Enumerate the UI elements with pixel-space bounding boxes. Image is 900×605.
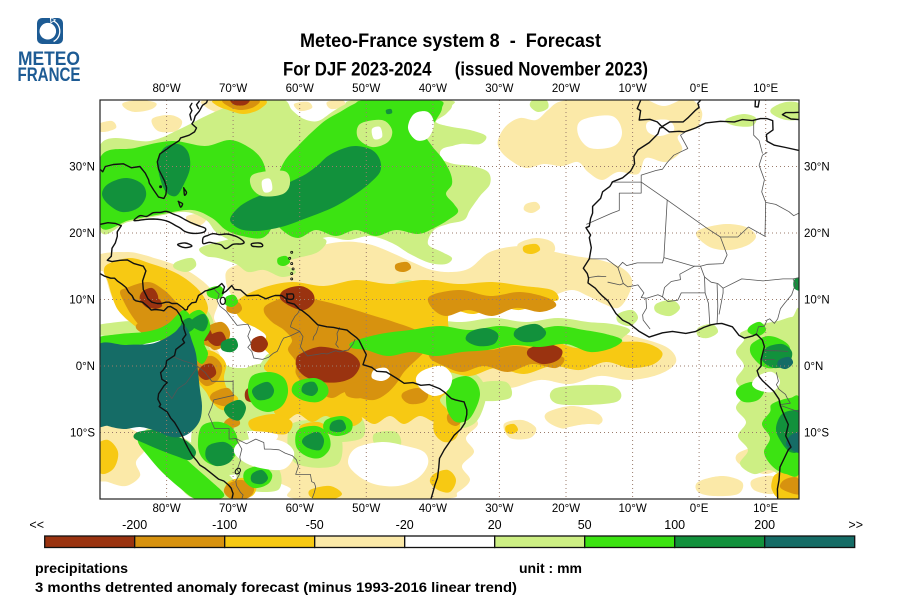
svg-text:0°E: 0°E (690, 83, 709, 95)
svg-text:20°W: 20°W (552, 83, 580, 95)
svg-text:100: 100 (664, 518, 685, 532)
svg-text:>>: >> (848, 518, 863, 532)
svg-text:Meteo-France system 8 - Fore: Meteo-France system 8 - Forecast (300, 31, 602, 52)
svg-text:10°W: 10°W (618, 503, 646, 515)
svg-text:20°W: 20°W (552, 503, 580, 515)
svg-text:30°N: 30°N (69, 162, 95, 174)
svg-text:40°W: 40°W (419, 83, 447, 95)
svg-text:-50: -50 (306, 518, 324, 532)
svg-text:40°W: 40°W (419, 503, 447, 515)
svg-text:FRANCE: FRANCE (18, 65, 81, 86)
svg-text:0°N: 0°N (76, 361, 95, 373)
svg-text:200: 200 (754, 518, 775, 532)
svg-text:10°W: 10°W (618, 83, 646, 95)
svg-text:70°W: 70°W (219, 503, 247, 515)
svg-text:30°N: 30°N (804, 162, 830, 174)
svg-text:10°S: 10°S (70, 428, 95, 440)
svg-text:10°N: 10°N (804, 295, 830, 307)
svg-text:10°S: 10°S (804, 428, 829, 440)
svg-text:60°W: 60°W (286, 83, 314, 95)
svg-text:20°N: 20°N (69, 228, 95, 240)
svg-text:precipitations: precipitations (35, 560, 128, 576)
svg-text:80°W: 80°W (152, 83, 180, 95)
svg-text:<<: << (29, 518, 44, 532)
svg-text:20: 20 (488, 518, 502, 532)
svg-text:unit : mm: unit : mm (519, 560, 582, 576)
svg-text:10°N: 10°N (69, 295, 95, 307)
svg-text:30°W: 30°W (485, 503, 513, 515)
svg-text:80°W: 80°W (152, 503, 180, 515)
svg-text:60°W: 60°W (286, 503, 314, 515)
svg-text:-100: -100 (212, 518, 237, 532)
svg-text:For DJF 2023-2024 (issued: For DJF 2023-2024 (issued November 2023) (283, 60, 648, 81)
svg-text:3 months detrented anomaly for: 3 months detrented anomaly forecast (min… (35, 580, 517, 595)
svg-text:0°N: 0°N (804, 361, 823, 373)
svg-text:0°E: 0°E (690, 503, 709, 515)
svg-text:-200: -200 (122, 518, 147, 532)
svg-text:20°N: 20°N (804, 228, 830, 240)
svg-text:50°W: 50°W (352, 83, 380, 95)
svg-text:10°E: 10°E (753, 503, 778, 515)
svg-text:50°W: 50°W (352, 503, 380, 515)
svg-text:50: 50 (578, 518, 592, 532)
svg-text:10°E: 10°E (753, 83, 778, 95)
svg-text:30°W: 30°W (485, 83, 513, 95)
svg-text:70°W: 70°W (219, 83, 247, 95)
svg-text:-20: -20 (396, 518, 414, 532)
svg-text:METEO: METEO (18, 49, 80, 70)
